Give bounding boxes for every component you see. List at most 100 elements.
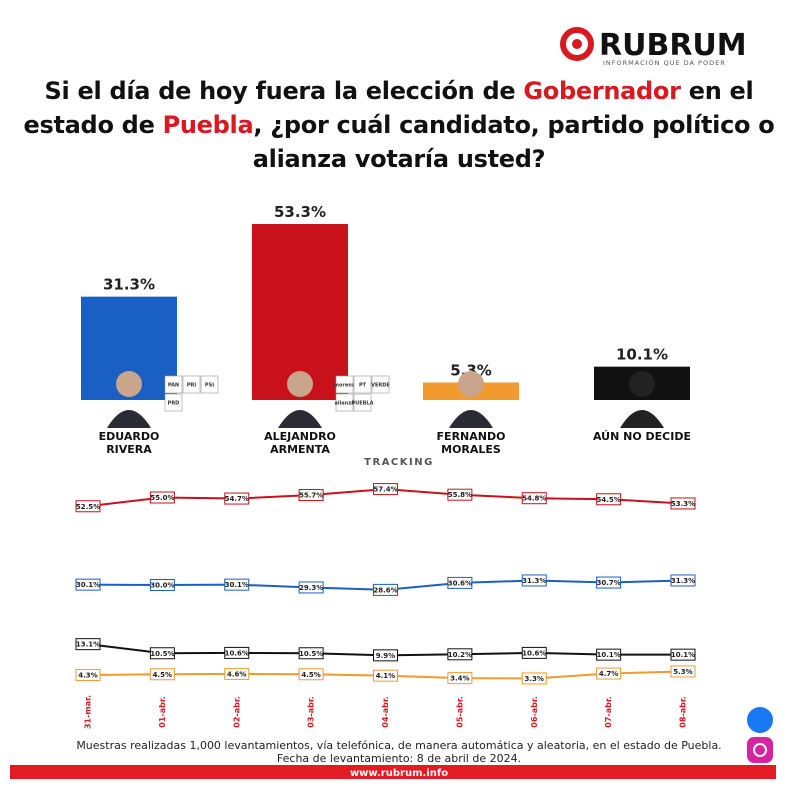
party-logo bbox=[353, 393, 372, 412]
brand-name: RUBRUM bbox=[599, 28, 747, 63]
point-label-box bbox=[670, 648, 696, 661]
instagram-icon[interactable] bbox=[747, 737, 773, 763]
point-label: 30.7% bbox=[596, 579, 620, 587]
facebook-icon[interactable] bbox=[747, 707, 773, 733]
party-logo-text: PAN bbox=[168, 383, 179, 389]
point-label-box bbox=[298, 581, 324, 594]
point-label: 10.2% bbox=[448, 651, 472, 659]
point-label: 31.3% bbox=[671, 577, 695, 585]
point-label-box bbox=[373, 669, 398, 682]
logo-ring bbox=[560, 27, 594, 61]
value-label: 31.3% bbox=[103, 276, 155, 294]
logo-dot bbox=[572, 39, 582, 49]
x-tick-label: 02-abr. bbox=[232, 696, 241, 727]
title-part: Si el día de hoy fuera la elección de bbox=[44, 77, 524, 105]
portrait-body bbox=[449, 410, 493, 428]
party-logo bbox=[371, 375, 390, 394]
party-logo bbox=[353, 375, 372, 394]
value-label: 10.1% bbox=[616, 346, 668, 364]
point-label: 10.6% bbox=[522, 649, 546, 657]
point-label: 29.3% bbox=[299, 584, 323, 592]
point-label: 55.8% bbox=[448, 491, 472, 499]
x-tick-label: 31-mar. bbox=[84, 695, 93, 729]
point-label: 10.1% bbox=[596, 651, 620, 659]
point-label-box bbox=[75, 638, 101, 651]
instagram-glyph bbox=[753, 743, 767, 757]
party-logo bbox=[164, 375, 183, 394]
point-label: 52.5% bbox=[76, 503, 100, 511]
portrait-head bbox=[116, 371, 142, 397]
category-label: AÚN NO DECIDE bbox=[593, 430, 691, 443]
point-label-box bbox=[521, 646, 547, 659]
point-label-box bbox=[521, 492, 547, 505]
point-label: 4.5% bbox=[301, 671, 320, 679]
point-label: 10.5% bbox=[150, 650, 174, 658]
point-label-box bbox=[298, 489, 324, 502]
x-tick-label: 08-abr. bbox=[679, 696, 688, 727]
point-label: 3.4% bbox=[450, 675, 469, 683]
x-tick-label: 01-abr. bbox=[158, 696, 167, 727]
point-label: 4.3% bbox=[78, 671, 97, 679]
point-label: 55.7% bbox=[299, 492, 323, 500]
point-label-box bbox=[596, 493, 622, 506]
point-label-box bbox=[670, 574, 696, 587]
point-label: 10.5% bbox=[299, 650, 323, 658]
point-label-box bbox=[149, 647, 175, 660]
point-label-box bbox=[149, 668, 175, 681]
point-label: 30.0% bbox=[150, 582, 174, 590]
point-label-box bbox=[75, 500, 101, 513]
title-part: Gobernador bbox=[523, 77, 681, 105]
point-label-box bbox=[670, 665, 696, 678]
party-logo bbox=[164, 393, 183, 412]
point-label: 31.3% bbox=[522, 577, 546, 585]
point-label-box bbox=[75, 668, 101, 681]
portrait-head bbox=[458, 371, 484, 397]
x-tick-label: 06-abr. bbox=[530, 696, 539, 727]
point-label: 4.6% bbox=[227, 670, 246, 678]
x-tick-label: 07-abr. bbox=[604, 696, 613, 727]
point-label-box bbox=[224, 578, 250, 591]
party-logo-text: alianza bbox=[334, 401, 354, 407]
party-logo bbox=[200, 375, 219, 394]
point-label-box bbox=[447, 672, 473, 685]
party-logo bbox=[335, 375, 354, 394]
point-label: 54.7% bbox=[225, 495, 249, 503]
portrait-head bbox=[287, 371, 313, 397]
brand-tagline: INFORMACIÓN QUE DA PODER bbox=[603, 58, 726, 67]
point-label-box bbox=[224, 667, 250, 680]
note: Muestras realizadas 1,000 levantamientos… bbox=[76, 739, 722, 752]
point-label-box bbox=[224, 646, 250, 659]
point-label: 53.3% bbox=[671, 500, 695, 508]
value-label: 53.3% bbox=[274, 203, 326, 221]
point-label: 3.3% bbox=[525, 675, 544, 683]
bar bbox=[252, 224, 348, 400]
party-logo-text: PRD bbox=[168, 401, 180, 407]
portrait-head bbox=[629, 371, 655, 397]
portrait-body bbox=[278, 410, 322, 428]
point-label: 54.8% bbox=[522, 495, 546, 503]
x-tick-label: 05-abr. bbox=[455, 696, 464, 727]
chart-title: TRACKING bbox=[364, 457, 434, 468]
category-label: ALEJANDRO ARMENTA bbox=[264, 430, 336, 456]
point-label-box bbox=[447, 648, 473, 661]
x-tick-label: 04-abr. bbox=[381, 696, 390, 727]
point-label: 4.5% bbox=[153, 671, 172, 679]
point-label: 30.1% bbox=[76, 581, 100, 589]
point-label-box bbox=[596, 667, 622, 680]
point-label-box bbox=[373, 649, 398, 662]
party-logo-text: PT bbox=[359, 383, 367, 389]
point-label: 57.4% bbox=[373, 486, 397, 494]
point-label: 9.9% bbox=[376, 652, 395, 660]
party-logo-text: VERDE bbox=[371, 383, 390, 389]
point-label-box bbox=[447, 488, 473, 501]
point-label-box bbox=[447, 576, 473, 589]
point-label-box bbox=[596, 576, 622, 589]
point-label: 54.5% bbox=[596, 496, 620, 504]
point-label-box bbox=[373, 583, 398, 596]
party-logo-text: PSI bbox=[205, 383, 214, 389]
party-logo-text: morena bbox=[334, 383, 355, 389]
point-label: 10.6% bbox=[225, 649, 249, 657]
party-logo-text: PRI bbox=[187, 383, 197, 389]
